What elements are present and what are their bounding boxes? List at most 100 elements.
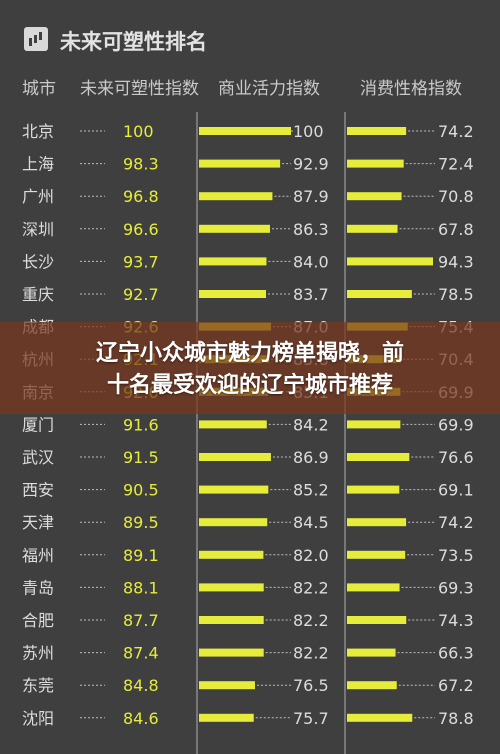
consume-bar bbox=[347, 616, 407, 624]
index-value: 91.5 bbox=[123, 448, 159, 467]
index-value: 84.6 bbox=[123, 709, 159, 728]
business-value: 82.2 bbox=[293, 644, 329, 663]
city-label: 长沙 bbox=[22, 252, 54, 271]
consume-value: 78.5 bbox=[438, 285, 474, 304]
consume-value: 78.8 bbox=[438, 709, 474, 728]
consume-bar bbox=[347, 224, 398, 233]
consume-value: 69.1 bbox=[438, 481, 474, 500]
city-label: 厦门 bbox=[22, 415, 54, 434]
city-label: 天津 bbox=[22, 513, 54, 532]
consume-value: 74.2 bbox=[438, 513, 474, 532]
consume-value: 74.3 bbox=[438, 611, 474, 630]
index-value: 93.7 bbox=[123, 252, 159, 271]
consume-value: 73.5 bbox=[438, 546, 474, 565]
consume-bar bbox=[347, 290, 412, 298]
header-city: 城市 bbox=[22, 79, 56, 99]
city-label: 苏州 bbox=[22, 644, 54, 663]
consume-value: 76.6 bbox=[438, 448, 474, 467]
header-consume: 消费性格指数 bbox=[360, 79, 462, 99]
city-label: 重庆 bbox=[22, 285, 54, 304]
business-value: 82.0 bbox=[293, 546, 329, 565]
index-value: 84.8 bbox=[123, 676, 159, 695]
city-label: 上海 bbox=[22, 155, 54, 174]
consume-bar bbox=[347, 550, 406, 559]
business-bar bbox=[199, 453, 271, 461]
consume-bar bbox=[347, 713, 413, 722]
business-bar bbox=[199, 290, 267, 298]
business-bar bbox=[199, 583, 264, 592]
header-business: 商业活力指数 bbox=[218, 79, 320, 99]
city-label: 北京 bbox=[22, 122, 54, 141]
headline-banner bbox=[0, 322, 500, 414]
business-bar bbox=[199, 681, 255, 690]
consume-bar bbox=[347, 420, 401, 429]
business-bar bbox=[199, 485, 269, 494]
city-label: 青岛 bbox=[22, 578, 54, 597]
city-label: 沈阳 bbox=[22, 709, 54, 728]
business-value: 75.7 bbox=[293, 709, 329, 728]
business-bar bbox=[199, 713, 254, 722]
headline-line-2: 十名最受欢迎的辽宁城市推荐 bbox=[106, 373, 393, 398]
chart-title: 未来可塑性排名 bbox=[60, 30, 207, 54]
index-value: 96.6 bbox=[123, 220, 159, 239]
business-value: 76.5 bbox=[293, 676, 329, 695]
index-value: 89.5 bbox=[123, 513, 159, 532]
business-value: 86.3 bbox=[293, 220, 329, 239]
index-value: 87.4 bbox=[123, 644, 159, 663]
chart-header: 未来可塑性排名 bbox=[0, 0, 500, 78]
city-label: 福州 bbox=[22, 546, 54, 565]
index-value: 87.7 bbox=[123, 611, 159, 630]
headline-line-1: 辽宁小众城市魅力榜单揭晓，前 bbox=[95, 341, 404, 366]
consume-value: 94.3 bbox=[438, 252, 474, 271]
business-bar bbox=[199, 420, 267, 429]
city-label: 东莞 bbox=[22, 676, 54, 695]
consume-bar bbox=[347, 648, 396, 657]
business-value: 100 bbox=[293, 122, 324, 141]
business-value: 85.2 bbox=[293, 481, 329, 500]
consume-value: 70.8 bbox=[438, 187, 474, 206]
index-value: 100 bbox=[123, 122, 154, 141]
consume-bar bbox=[347, 583, 400, 592]
business-value: 84.5 bbox=[293, 513, 329, 532]
business-value: 87.9 bbox=[293, 187, 329, 206]
business-value: 86.9 bbox=[293, 448, 329, 467]
business-value: 82.2 bbox=[293, 611, 329, 630]
index-value: 96.8 bbox=[123, 187, 159, 206]
city-label: 广州 bbox=[22, 187, 54, 206]
consume-bar bbox=[347, 681, 397, 690]
business-value: 84.2 bbox=[293, 415, 329, 434]
business-bar bbox=[199, 192, 273, 201]
city-label: 深圳 bbox=[22, 220, 54, 239]
consume-value: 67.2 bbox=[438, 676, 474, 695]
business-bar bbox=[199, 127, 291, 135]
consume-bar bbox=[347, 159, 404, 168]
consume-value: 69.9 bbox=[438, 415, 474, 434]
business-bar bbox=[199, 257, 267, 266]
index-value: 98.3 bbox=[123, 155, 159, 174]
city-label: 西安 bbox=[22, 481, 54, 500]
business-bar bbox=[199, 616, 264, 624]
business-bar bbox=[199, 224, 270, 233]
consume-bar bbox=[347, 192, 402, 201]
business-value: 84.0 bbox=[293, 252, 329, 271]
business-bar bbox=[199, 648, 264, 657]
business-value: 82.2 bbox=[293, 578, 329, 597]
index-value: 90.5 bbox=[123, 481, 159, 500]
column-headers: 城市 未来可塑性指数 商业活力指数 消费性格指数 bbox=[0, 74, 500, 102]
index-value: 88.1 bbox=[123, 578, 159, 597]
headline-text: 辽宁小众城市魅力榜单揭晓，前 十名最受欢迎的辽宁城市推荐 bbox=[0, 338, 500, 402]
consume-value: 72.4 bbox=[438, 155, 474, 174]
business-value: 92.9 bbox=[293, 155, 329, 174]
consume-value: 74.2 bbox=[438, 122, 474, 141]
business-bar bbox=[199, 159, 281, 168]
consume-bar bbox=[347, 518, 407, 527]
consume-bar bbox=[347, 453, 410, 461]
business-bar bbox=[199, 550, 264, 559]
consume-value: 66.3 bbox=[438, 644, 474, 663]
index-value: 92.7 bbox=[123, 285, 159, 304]
bar-chart-icon bbox=[24, 27, 48, 51]
index-value: 91.6 bbox=[123, 415, 159, 434]
city-label: 合肥 bbox=[22, 611, 54, 630]
header-index: 未来可塑性指数 bbox=[80, 79, 199, 99]
business-value: 83.7 bbox=[293, 285, 329, 304]
